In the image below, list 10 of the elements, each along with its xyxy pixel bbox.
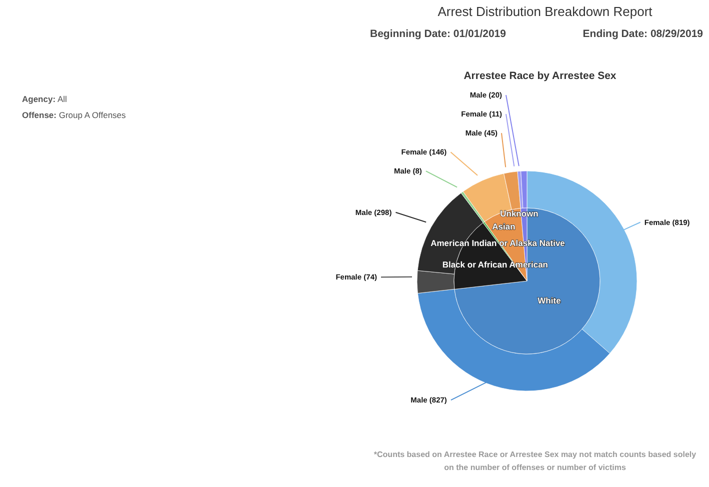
slice-label: White: [538, 295, 562, 306]
slice-label: Asian: [492, 222, 516, 232]
chart-title: Arrest Distribution Breakdown Report: [436, 4, 654, 19]
text: Offense: Group A Offenses: [22, 110, 126, 120]
text: *Counts based on Arrestee Race or Arrestee Sex may not match counts based solely on the number of offenses or number of victims: [372, 449, 698, 474]
slice-label: American Indian or Alaska Native: [430, 238, 566, 248]
text: Agency: All: [22, 94, 67, 104]
chart-subtitle: Arrestee Race by Arrestee Sex: [462, 70, 618, 82]
text: Beginning Date: 01/01/2019: [370, 28, 506, 40]
text: Ending Date: 08/29/2019: [582, 28, 703, 40]
